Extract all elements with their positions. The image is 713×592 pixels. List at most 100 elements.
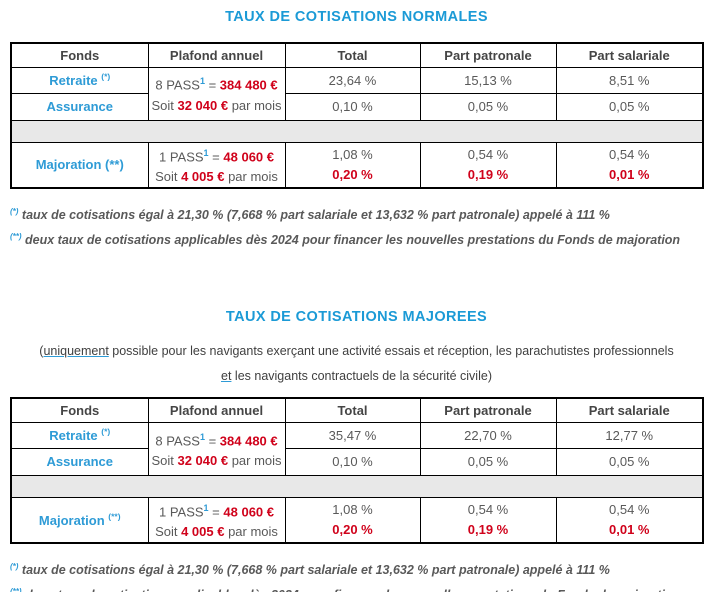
assurance-row: Assurance 0,10 % 0,05 % 0,05 % [10, 92, 704, 121]
retraite-label-cell: Retraite (*) [10, 66, 149, 94]
footnotes-normales: (*) taux de cotisations égal à 21,30 % (… [10, 201, 713, 251]
rate-2023: 0,54 % [467, 146, 509, 162]
rate-2024: 0,19 % [467, 166, 509, 182]
annual-amount: 384 480 € [219, 432, 278, 448]
header-row: Fonds Plafond annuel Total Part patronal… [10, 42, 704, 68]
soit-text: Soit [155, 524, 182, 540]
retraite-salariale-cell: 8,51 % [555, 66, 704, 94]
majoration-row: Majoration (**) 1 PASS1 = 48 060 € Soit … [10, 496, 704, 544]
separator-row [10, 474, 704, 498]
retraite-total-cell: 35,47 % [284, 421, 421, 449]
majoration-salariale-lines: 0,54 % 0,01 % [557, 500, 702, 540]
rate-2023: 1,08 % [332, 502, 373, 518]
annual-amount: 384 480 € [219, 77, 278, 93]
rate-2023: 0,54 % [609, 146, 650, 162]
assurance-patronale-cell: 0,05 % [419, 447, 557, 476]
soit-text: Soit [155, 168, 182, 184]
retraite-row: Retraite (*) 8 PASS1 = 384 480 € Soit 32… [10, 66, 704, 121]
separator-cell [10, 119, 704, 143]
majoration-monthly-line: Soit 4 005 € par mois [149, 522, 284, 542]
majoration-total-cell: 1,08 % 0,20 % [284, 496, 421, 544]
monthly-amount: 4 005 € [181, 168, 225, 184]
footnote-text: deux taux de cotisations applicables dès… [22, 589, 680, 592]
header-cell-fonds: Fonds [10, 397, 149, 423]
rate-2024: 0,01 % [609, 166, 650, 182]
footnote-text: taux de cotisations égal à 21,30 % (7,66… [18, 208, 610, 223]
open-paren: ( [39, 344, 44, 359]
assurance-patronale-cell: 0,05 % [419, 92, 557, 121]
assurance-label-cell: Assurance [10, 447, 149, 476]
rate-2024: 0,01 % [609, 522, 650, 538]
per-month-text: par mois [224, 168, 278, 184]
header-cell-patronale: Part patronale [419, 42, 557, 68]
monthly-amount: 32 040 € [177, 452, 229, 468]
pass-sup-marker: 1 [199, 76, 205, 87]
header-cell-plafond: Plafond annuel [147, 42, 286, 68]
pass-sup-marker: 1 [203, 502, 209, 513]
pass-count: 1 PASS [158, 504, 204, 520]
footnote-text: taux de cotisations égal à 21,30 % (7,66… [18, 563, 610, 578]
header-cell-plafond: Plafond annuel [147, 397, 286, 423]
majoration-label: Majoration (**) [39, 511, 121, 528]
plafond-retraite-cell: 8 PASS1 = 384 480 € Soit 32 040 € par mo… [147, 421, 286, 476]
majoration-footnote-marker: (**) [108, 511, 121, 522]
per-month-text: par mois [224, 524, 278, 540]
assurance-label: Assurance [46, 99, 113, 114]
retraite-salariale-cell: 12,77 % [555, 421, 704, 449]
assurance-total-cell: 0,10 % [284, 447, 421, 476]
header-cell-salariale: Part salariale [555, 42, 704, 68]
plafond-majoration-cell: 1 PASS1 = 48 060 € Soit 4 005 € par mois [147, 141, 286, 189]
retraite-patronale-cell: 22,70 % [419, 421, 557, 449]
per-month-text: par mois [228, 452, 282, 468]
pass-count: 1 PASS [158, 148, 204, 164]
majoration-salariale-cell: 0,54 % 0,01 % [555, 141, 704, 189]
assurance-label-cell: Assurance [10, 92, 149, 121]
footnotes-majorees: (*) taux de cotisations égal à 21,30 % (… [10, 556, 713, 592]
rate-2023: 1,08 % [332, 146, 373, 162]
retraite-footnote-marker: (*) [101, 71, 111, 82]
equals-sign: = [204, 432, 220, 448]
footnote-marker: (*) [10, 207, 19, 216]
retraite-label: Retraite (*) [49, 427, 111, 444]
header-cell-total: Total [284, 42, 421, 68]
retraite-patronale-cell: 15,13 % [419, 66, 557, 94]
majoration-salariale-cell: 0,54 % 0,01 % [555, 496, 704, 544]
underlined-uniquement: uniquement [43, 344, 109, 359]
majoration-label-cell: Majoration (**) [10, 141, 149, 189]
rate-2024: 0,20 % [332, 166, 373, 182]
header-cell-patronale: Part patronale [419, 397, 557, 423]
retraite-label-text: Retraite [49, 428, 98, 444]
footnote-retraite: (*) taux de cotisations égal à 21,30 % (… [10, 201, 713, 226]
footnote-text: deux taux de cotisations applicables dès… [21, 233, 681, 248]
assurance-total-cell: 0,10 % [284, 92, 421, 121]
assurance-row: Assurance 0,10 % 0,05 % 0,05 % [10, 447, 704, 476]
assurance-salariale-cell: 0,05 % [555, 92, 704, 121]
header-cell-total: Total [284, 397, 421, 423]
equals-sign: = [208, 148, 224, 164]
majoration-salariale-lines: 0,54 % 0,01 % [557, 145, 702, 185]
annual-amount: 48 060 € [223, 504, 274, 520]
monthly-amount: 4 005 € [181, 524, 225, 540]
header-row: Fonds Plafond annuel Total Part patronal… [10, 397, 704, 423]
header-cell-salariale: Part salariale [555, 397, 704, 423]
majoration-total-lines: 1,08 % 0,20 % [286, 500, 419, 540]
monthly-amount: 32 040 € [177, 97, 229, 113]
rate-2023: 0,54 % [467, 502, 509, 518]
annual-amount: 48 060 € [223, 148, 274, 164]
footnote-marker: (**) [10, 232, 22, 242]
majoration-monthly-line: Soit 4 005 € par mois [149, 167, 284, 187]
plafond-monthly-line: Soit 32 040 € par mois [149, 451, 284, 471]
majoration-annual-line: 1 PASS1 = 48 060 € [149, 498, 284, 522]
plafond-annual-line: 8 PASS1 = 384 480 € [149, 71, 284, 95]
retraite-label-cell: Retraite (*) [10, 421, 149, 449]
section-normales-title: TAUX DE COTISATIONS NORMALES [225, 9, 488, 25]
retraite-label-text: Retraite [49, 73, 98, 89]
footnote-majoration: (**) deux taux de cotisations applicable… [10, 581, 713, 592]
retraite-footnote-marker: (*) [101, 427, 111, 438]
majoration-annual-line: 1 PASS1 = 48 060 € [149, 143, 284, 167]
rate-2023: 0,54 % [609, 502, 650, 518]
underlined-et: et [221, 369, 232, 384]
pass-sup-marker: 1 [199, 431, 205, 442]
majorees-subtitle: (uniquement possible pour les navigants … [0, 339, 713, 389]
separator-cell [10, 474, 704, 498]
